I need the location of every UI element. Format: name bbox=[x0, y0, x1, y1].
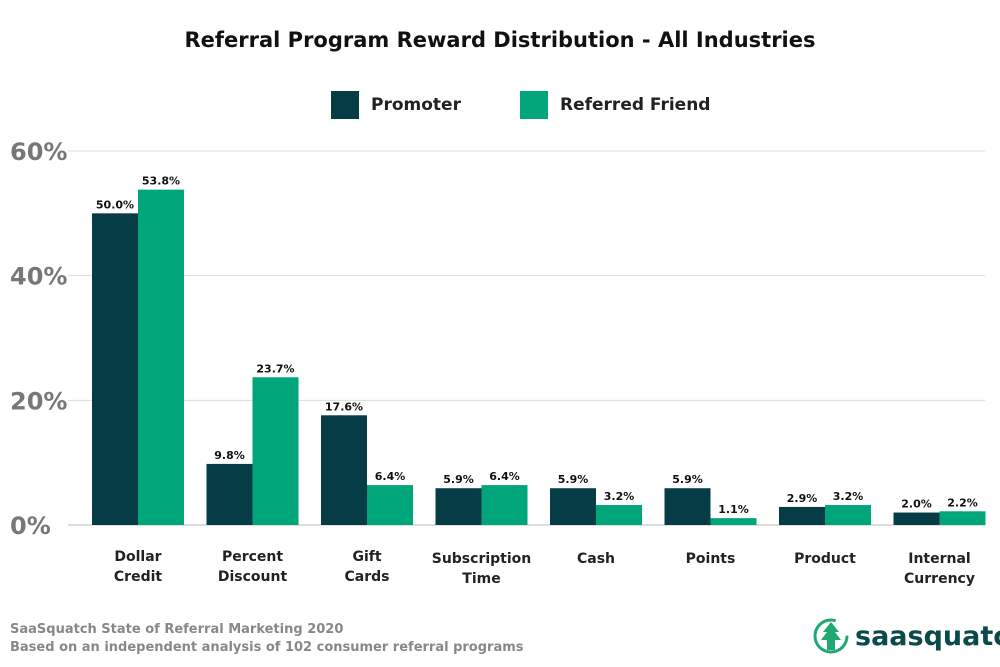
data-label: 17.6% bbox=[325, 400, 363, 413]
data-label: 5.9% bbox=[558, 473, 589, 486]
data-label: 2.0% bbox=[901, 498, 932, 511]
x-tick-label: Points bbox=[686, 551, 736, 567]
x-tick-label: Internal bbox=[908, 551, 970, 567]
data-label: 5.9% bbox=[672, 473, 703, 486]
bar-referred-friend bbox=[825, 505, 871, 525]
bar-referred-friend bbox=[138, 189, 184, 525]
data-label: 23.7% bbox=[256, 362, 294, 375]
x-tick-label: Subscription bbox=[432, 551, 532, 567]
x-tick-label: Credit bbox=[114, 569, 162, 585]
bar-promoter bbox=[92, 213, 138, 526]
saasquatch-logo: saasquatch bbox=[813, 618, 1000, 654]
data-label: 2.2% bbox=[947, 496, 978, 509]
data-label: 1.1% bbox=[718, 503, 749, 516]
bar-referred-friend bbox=[252, 377, 299, 525]
data-label: 2.9% bbox=[787, 492, 818, 505]
bar-promoter bbox=[321, 415, 367, 525]
legend-swatch-referred-friend bbox=[520, 91, 548, 119]
bar-promoter bbox=[664, 488, 711, 525]
y-tick-label: 60% bbox=[10, 138, 67, 166]
tree-logo-icon bbox=[813, 618, 849, 654]
bar-promoter bbox=[435, 488, 482, 525]
data-label: 50.0% bbox=[96, 198, 134, 211]
chart-title: Referral Program Reward Distribution - A… bbox=[184, 28, 816, 52]
legend-item-promoter: Promoter bbox=[331, 90, 461, 120]
x-tick-label: Gift bbox=[352, 549, 381, 565]
logo-text: saasquatch bbox=[855, 620, 1000, 652]
bar-promoter bbox=[550, 488, 596, 525]
data-label: 53.8% bbox=[142, 175, 180, 188]
x-tick-label: Dollar bbox=[114, 549, 161, 565]
bar-promoter bbox=[779, 506, 825, 525]
bar-referred-friend bbox=[939, 511, 986, 525]
y-tick-label: 20% bbox=[10, 387, 67, 415]
x-tick-label: Currency bbox=[904, 571, 975, 587]
data-label: 6.4% bbox=[489, 470, 520, 483]
data-label: 3.2% bbox=[604, 490, 635, 503]
x-tick-label: Product bbox=[794, 551, 856, 567]
source-line-2: Based on an independent analysis of 102 … bbox=[10, 640, 524, 655]
bar-referred-friend bbox=[710, 518, 757, 525]
data-label: 3.2% bbox=[833, 490, 864, 503]
data-label: 5.9% bbox=[443, 473, 474, 486]
y-tick-label: 0% bbox=[10, 512, 51, 540]
x-tick-label: Cash bbox=[577, 551, 615, 567]
x-tick-label: Discount bbox=[218, 569, 288, 585]
legend-swatch-promoter bbox=[331, 91, 359, 119]
bar-promoter bbox=[893, 512, 940, 525]
x-tick-label: Percent bbox=[222, 549, 283, 565]
legend-label-promoter: Promoter bbox=[371, 95, 461, 115]
bar-promoter bbox=[206, 463, 253, 525]
bar-referred-friend bbox=[596, 505, 642, 525]
source-line-1: SaaSquatch State of Referral Marketing 2… bbox=[10, 622, 344, 637]
data-label: 9.8% bbox=[214, 449, 245, 462]
legend-label-referred-friend: Referred Friend bbox=[560, 95, 711, 115]
legend-item-referred-friend: Referred Friend bbox=[520, 90, 710, 120]
x-tick-label: Cards bbox=[345, 569, 390, 585]
bar-referred-friend bbox=[481, 485, 528, 525]
x-tick-label: Time bbox=[462, 571, 500, 587]
bar-referred-friend bbox=[367, 485, 413, 525]
y-tick-label: 40% bbox=[10, 263, 67, 291]
data-label: 6.4% bbox=[375, 470, 406, 483]
